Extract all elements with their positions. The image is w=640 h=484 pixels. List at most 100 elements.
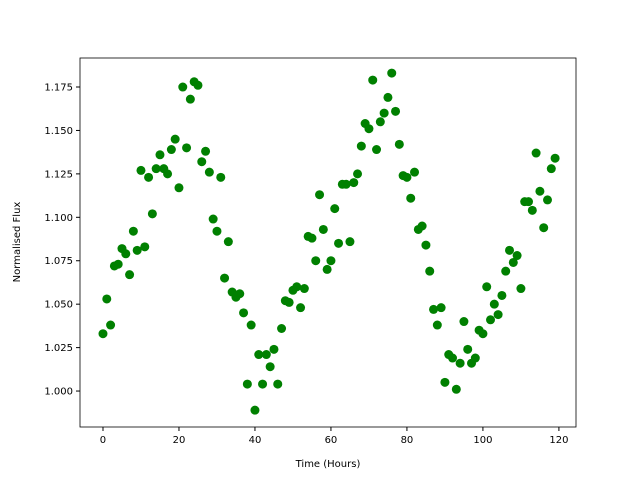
- point: [132, 245, 142, 255]
- point: [410, 167, 420, 177]
- point: [185, 94, 195, 104]
- point: [493, 310, 503, 320]
- point: [527, 205, 537, 215]
- point: [284, 297, 294, 307]
- point: [505, 245, 515, 255]
- point: [531, 148, 541, 158]
- x-tick-label: 20: [173, 435, 186, 446]
- point: [550, 153, 560, 163]
- point: [539, 223, 549, 233]
- point: [311, 256, 321, 266]
- point: [223, 237, 233, 247]
- x-tick-label: 80: [401, 435, 414, 446]
- point: [394, 139, 404, 149]
- point: [220, 273, 230, 283]
- point: [546, 164, 556, 174]
- point: [375, 117, 385, 127]
- y-tick-label: 1.100: [44, 213, 73, 224]
- x-axis-label: Time (Hours): [295, 459, 361, 470]
- point: [501, 266, 511, 276]
- point: [193, 80, 203, 90]
- point: [436, 303, 446, 313]
- point: [353, 169, 363, 179]
- point: [334, 238, 344, 248]
- point: [356, 141, 366, 151]
- point: [296, 303, 306, 313]
- point: [512, 251, 522, 261]
- y-tick-label: 1.150: [44, 126, 73, 137]
- point: [417, 221, 427, 231]
- point: [543, 195, 553, 205]
- point: [102, 294, 112, 304]
- point: [326, 256, 336, 266]
- point: [391, 106, 401, 116]
- point: [478, 329, 488, 339]
- point: [459, 317, 469, 327]
- point: [535, 186, 545, 196]
- point: [254, 350, 264, 360]
- point: [178, 82, 188, 92]
- point: [261, 350, 271, 360]
- point: [429, 304, 439, 314]
- point: [235, 289, 245, 299]
- point: [201, 146, 211, 156]
- point: [345, 237, 355, 247]
- point: [508, 257, 518, 267]
- point: [440, 377, 450, 387]
- point: [432, 320, 442, 330]
- point: [144, 172, 154, 182]
- point: [421, 240, 431, 250]
- y-tick-label: 1.025: [44, 343, 73, 354]
- y-tick-label: 1.000: [44, 387, 73, 398]
- point: [322, 264, 332, 274]
- x-tick-label: 0: [100, 435, 106, 446]
- point: [269, 344, 279, 354]
- point: [140, 242, 150, 252]
- point: [463, 344, 473, 354]
- point: [174, 183, 184, 193]
- point: [364, 124, 374, 134]
- point: [216, 172, 226, 182]
- point: [497, 290, 507, 300]
- point: [379, 108, 389, 118]
- axes-frame: [79, 57, 577, 428]
- point: [387, 68, 397, 78]
- point: [208, 214, 218, 224]
- point: [451, 384, 461, 394]
- point: [204, 167, 214, 177]
- point: [155, 150, 165, 160]
- point: [147, 209, 157, 219]
- point: [166, 145, 176, 155]
- point: [258, 379, 268, 389]
- point: [239, 308, 249, 318]
- point: [128, 226, 138, 236]
- y-tick-label: 1.075: [44, 256, 73, 267]
- point: [163, 169, 173, 179]
- point: [197, 157, 207, 167]
- point: [246, 320, 256, 330]
- point: [383, 92, 393, 102]
- point: [125, 270, 135, 280]
- point: [170, 134, 180, 144]
- point: [455, 358, 465, 368]
- point: [151, 164, 161, 174]
- point: [372, 145, 382, 155]
- x-tick-label: 100: [473, 435, 492, 446]
- point: [330, 204, 340, 214]
- point: [182, 143, 192, 153]
- point: [489, 299, 499, 309]
- point: [121, 249, 131, 259]
- point: [482, 282, 492, 292]
- y-axis-label: Normalised Flux: [12, 202, 23, 283]
- point: [315, 190, 325, 200]
- point: [136, 165, 146, 175]
- point: [98, 329, 108, 339]
- y-tick-label: 1.175: [44, 83, 73, 94]
- point: [516, 284, 526, 294]
- point: [106, 320, 116, 330]
- point: [406, 193, 416, 203]
- point: [486, 315, 496, 325]
- point: [212, 226, 222, 236]
